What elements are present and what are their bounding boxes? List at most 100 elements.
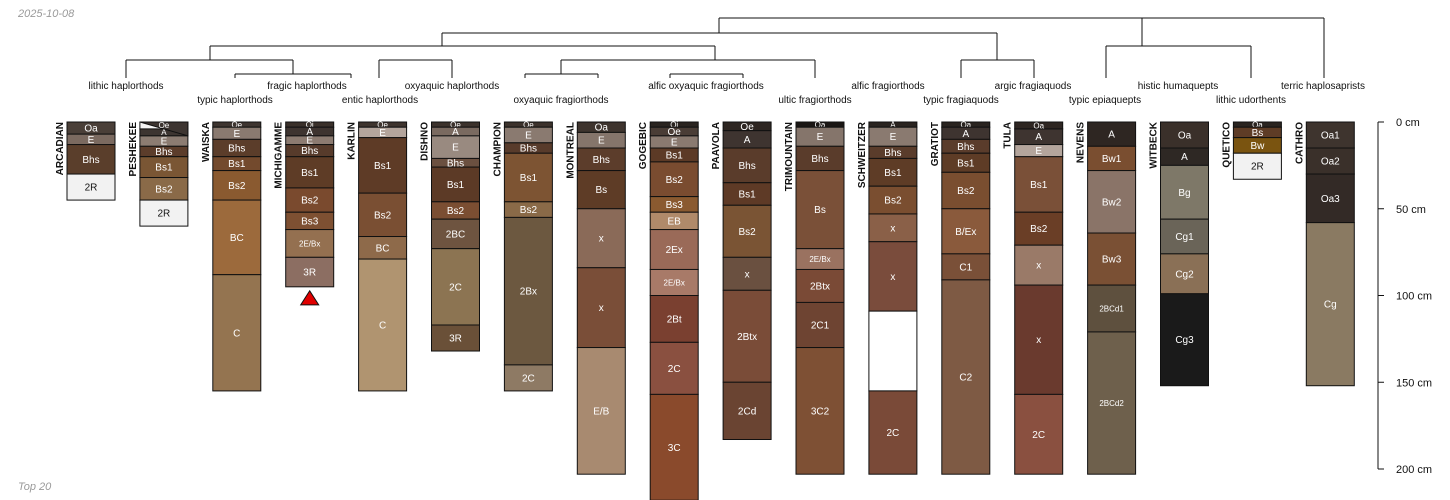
horizon (358, 258, 408, 392)
horizon-label: Oe (231, 120, 242, 129)
horizon (576, 208, 626, 269)
horizon (795, 145, 845, 172)
horizon-label: Bs2 (738, 227, 756, 238)
horizon-label: E (233, 129, 240, 140)
horizon (212, 199, 262, 276)
horizon (1160, 253, 1209, 295)
horizon (722, 381, 772, 441)
horizon-label: E (598, 136, 605, 147)
horizon (722, 289, 772, 383)
horizon (1160, 293, 1209, 387)
taxon-label: argic fragiaquods (995, 81, 1072, 92)
horizon-label: A (1108, 130, 1115, 141)
horizon-label: E (306, 136, 313, 147)
horizon (503, 152, 553, 203)
taxon-label: ultic fragiorthods (778, 95, 851, 106)
horizon-label: A (161, 128, 167, 137)
warning-marker (299, 289, 320, 306)
horizon (285, 187, 335, 213)
horizon (503, 364, 553, 392)
horizon-label: Bs2 (520, 205, 538, 216)
horizon-label: Oe (523, 120, 534, 129)
horizon-label: C2 (959, 373, 972, 384)
horizon-label: E (890, 132, 897, 143)
profile-name: CHAMPION (492, 122, 503, 176)
horizon (649, 341, 699, 395)
horizon-label: Bhs (520, 144, 537, 155)
horizon (649, 268, 699, 297)
horizon (1087, 121, 1137, 147)
horizon-label: 3C (668, 443, 681, 454)
horizon (868, 157, 918, 187)
horizon (795, 268, 845, 303)
horizon-label: E (161, 137, 168, 148)
horizon (358, 192, 408, 238)
horizon (868, 213, 918, 243)
horizon-label: Bs2 (374, 210, 392, 221)
taxon-label: lithic udorthents (1216, 95, 1286, 106)
horizon-label: Bw1 (1102, 154, 1122, 165)
horizon-label: Oe (450, 120, 461, 129)
profile-name: KARLIN (347, 122, 358, 160)
horizon (1305, 222, 1355, 387)
soil-profile-paavola: PAAVOLA Oe A Bhs Bs1 Bs2 x 2Btx 2Cd (711, 121, 772, 441)
horizon-label: A (744, 135, 751, 146)
horizon-label: 2C (668, 364, 681, 375)
horizon-label: 2C (887, 428, 900, 439)
profile-name: DISHNO (420, 122, 431, 161)
horizon-label: 2C (449, 282, 462, 293)
horizon-label: 2Bt (667, 314, 682, 325)
horizon-label: 2Ex (666, 245, 683, 256)
soil-profile-trimountain: TRIMOUNTAIN Oa E Bhs Bs 2E/Bx 2Btx 2C1 3C2 (784, 120, 845, 475)
profile-name: WAISKA (201, 122, 212, 162)
horizon-label: Bhs (228, 144, 245, 155)
horizon (358, 137, 408, 194)
horizon (576, 347, 626, 475)
taxon-label: histic humaquepts (1138, 81, 1219, 92)
depth-tick-label: 150 cm (1396, 377, 1432, 389)
soil-profile-tula: TULA Oa AE Bs1 Bs2 x x 2C (1003, 121, 1064, 475)
horizon-label: 2R (1251, 162, 1264, 173)
horizon-label: Bhs (811, 154, 828, 165)
taxon-label: oxyaquic haplorthods (405, 81, 500, 92)
horizon-label: Bw2 (1102, 197, 1122, 208)
horizon-label: Bs1 (155, 163, 173, 174)
horizon (66, 173, 116, 201)
horizon (649, 393, 699, 500)
horizon-label: Bhs (593, 155, 610, 166)
horizon (285, 256, 335, 288)
horizon-label: EB (668, 216, 682, 227)
horizon-label: Oi (306, 120, 314, 129)
horizon (868, 310, 918, 392)
horizon (1232, 152, 1282, 180)
horizon-label: C1 (959, 262, 972, 273)
profile-name: QUETICO (1221, 122, 1232, 168)
horizon-label: 2BCd1 (1099, 304, 1124, 313)
horizon-label: E (379, 128, 386, 139)
horizon-label: x (599, 303, 604, 314)
horizon-label: Bs3 (666, 200, 684, 211)
horizon (1305, 173, 1355, 224)
horizon (1087, 232, 1137, 286)
horizon-label: 2Btx (737, 332, 757, 343)
horizon-label: Bg (1178, 188, 1190, 199)
profile-name: WITBECK (1149, 121, 1160, 168)
horizon (431, 166, 480, 203)
horizon-label: A (890, 120, 896, 129)
horizon (431, 248, 480, 326)
profile-name: GOGEBIC (638, 122, 649, 169)
horizon-label: Cg2 (1175, 269, 1194, 280)
horizon-label: Bhs (957, 142, 974, 153)
horizon-label: Oa1 (1321, 131, 1340, 142)
horizon-label: 3C2 (811, 406, 830, 417)
horizon (1305, 121, 1355, 149)
dendrogram (125, 17, 1325, 78)
horizon-label: 2Cd (738, 406, 756, 417)
horizon-label: Bhs (155, 147, 172, 158)
horizon-label: Oi (670, 120, 678, 129)
horizon-label: Bs2 (155, 184, 173, 195)
